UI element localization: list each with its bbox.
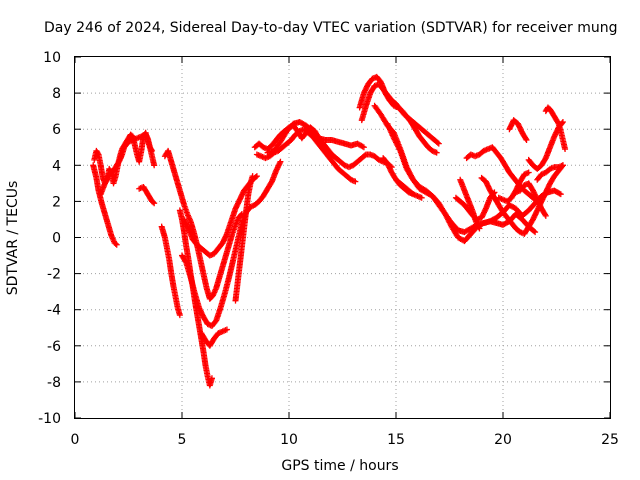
data-points: [90, 73, 569, 389]
data-point: [557, 191, 564, 198]
series-16: [358, 81, 442, 147]
data-point: [434, 139, 441, 146]
series-27: [506, 117, 530, 144]
x-tick-label: 0: [71, 432, 80, 448]
data-point: [435, 140, 442, 147]
chart-title: Day 246 of 2024, Sidereal Day-to-day VTE…: [44, 20, 618, 36]
series-4: [136, 183, 158, 207]
data-point: [525, 169, 532, 176]
data-point: [559, 162, 566, 169]
series-26: [512, 180, 549, 219]
data-point: [150, 199, 157, 206]
series-14: [264, 118, 367, 156]
data-point: [151, 162, 158, 169]
series-18: [384, 120, 539, 245]
data-point: [223, 326, 230, 333]
plot-frame: [74, 56, 611, 419]
series-29: [542, 104, 569, 153]
x-tick-label: 20: [494, 432, 512, 448]
y-tick-label: 2: [52, 194, 61, 210]
series-23: [463, 144, 543, 207]
data-point: [532, 229, 539, 236]
series-6: [161, 147, 245, 302]
data-point: [94, 150, 101, 157]
data-point: [352, 178, 359, 185]
data-point: [542, 212, 549, 219]
y-tick-label: 10: [43, 50, 61, 66]
data-point: [476, 225, 483, 232]
data-point: [112, 240, 119, 247]
series-22: [457, 176, 483, 232]
data-point: [418, 194, 425, 201]
data-point: [433, 149, 440, 156]
data-point: [144, 134, 151, 141]
data-point: [359, 143, 366, 150]
y-axis-label: SDTVAR / TECUs: [5, 181, 21, 296]
data-point: [151, 200, 158, 207]
x-tick-label: 25: [601, 432, 619, 448]
series-24: [478, 162, 566, 237]
y-tick-label: 6: [52, 122, 61, 138]
series-20: [393, 176, 425, 201]
series-5: [158, 223, 183, 319]
data-point: [523, 137, 530, 144]
series-9: [181, 173, 260, 259]
y-tick-label: 0: [52, 231, 61, 247]
data-point: [208, 375, 215, 382]
y-tick-label: -8: [47, 375, 61, 391]
x-tick-label: 15: [387, 432, 405, 448]
y-tick-label: -10: [38, 411, 61, 427]
data-point: [531, 228, 538, 235]
data-point: [113, 241, 120, 248]
x-tick-labels: 0 5 10 15 20 25: [71, 432, 619, 448]
x-tick-label: 10: [280, 432, 298, 448]
series-3: [97, 131, 158, 198]
data-point: [176, 312, 183, 319]
data-point: [522, 135, 529, 142]
y-tick-label: -6: [47, 339, 61, 355]
series-30: [534, 162, 566, 183]
data-point: [277, 158, 284, 165]
series-13: [253, 126, 359, 185]
y-tick-label: -4: [47, 303, 61, 319]
data-point: [562, 146, 569, 153]
grid: [75, 57, 610, 418]
y-tick-labels: 10 8 6 4 2 0 -2 -4 -6 -8 -10: [38, 50, 61, 427]
y-tick-label: 4: [52, 158, 61, 174]
series-25: [495, 169, 532, 205]
y-tick-label: -2: [47, 267, 61, 283]
y-tick-label: 8: [52, 86, 61, 102]
x-axis-label: GPS time / hours: [281, 458, 398, 474]
series-11: [232, 173, 256, 304]
data-point: [475, 224, 482, 231]
data-point: [249, 173, 256, 180]
data-point: [556, 190, 563, 197]
data-point: [360, 144, 367, 151]
data-point: [542, 211, 549, 218]
x-tick-label: 5: [178, 432, 187, 448]
axis-ticks: [74, 56, 611, 419]
series-10: [198, 326, 230, 349]
